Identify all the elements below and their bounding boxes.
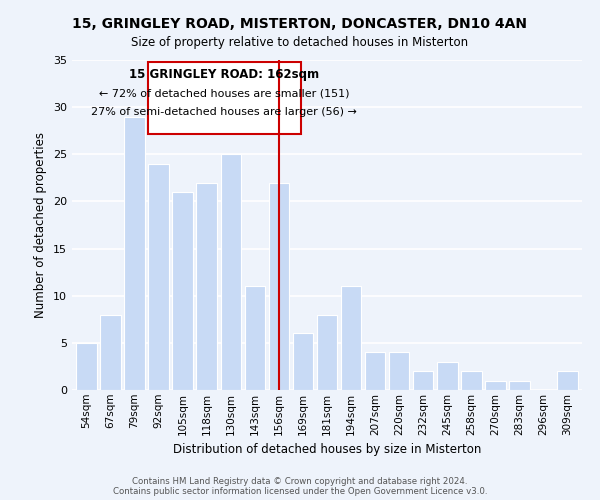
Bar (389, 352, 409, 390)
Bar (172, 192, 193, 390)
Text: Size of property relative to detached houses in Misterton: Size of property relative to detached ho… (131, 36, 469, 49)
Bar (485, 380, 506, 390)
Bar (413, 371, 433, 390)
Bar (557, 371, 578, 390)
Bar (269, 182, 289, 390)
Bar (341, 286, 361, 390)
Text: 27% of semi-detached houses are larger (56) →: 27% of semi-detached houses are larger (… (91, 107, 357, 117)
Bar (461, 371, 482, 390)
Bar (365, 352, 385, 390)
Bar (245, 286, 265, 390)
Bar (221, 154, 241, 390)
Bar (437, 362, 458, 390)
Bar (293, 334, 313, 390)
Text: 15, GRINGLEY ROAD, MISTERTON, DONCASTER, DN10 4AN: 15, GRINGLEY ROAD, MISTERTON, DONCASTER,… (73, 18, 527, 32)
FancyBboxPatch shape (148, 62, 301, 134)
Text: Contains public sector information licensed under the Open Government Licence v3: Contains public sector information licen… (113, 488, 487, 496)
Y-axis label: Number of detached properties: Number of detached properties (34, 132, 47, 318)
Text: Contains HM Land Registry data © Crown copyright and database right 2024.: Contains HM Land Registry data © Crown c… (132, 478, 468, 486)
Bar (509, 380, 530, 390)
Text: 15 GRINGLEY ROAD: 162sqm: 15 GRINGLEY ROAD: 162sqm (129, 68, 319, 80)
X-axis label: Distribution of detached houses by size in Misterton: Distribution of detached houses by size … (173, 443, 481, 456)
Bar (196, 182, 217, 390)
Bar (124, 116, 145, 390)
Bar (76, 343, 97, 390)
Bar (100, 314, 121, 390)
Text: ← 72% of detached houses are smaller (151): ← 72% of detached houses are smaller (15… (99, 88, 349, 99)
Bar (317, 314, 337, 390)
Bar (148, 164, 169, 390)
